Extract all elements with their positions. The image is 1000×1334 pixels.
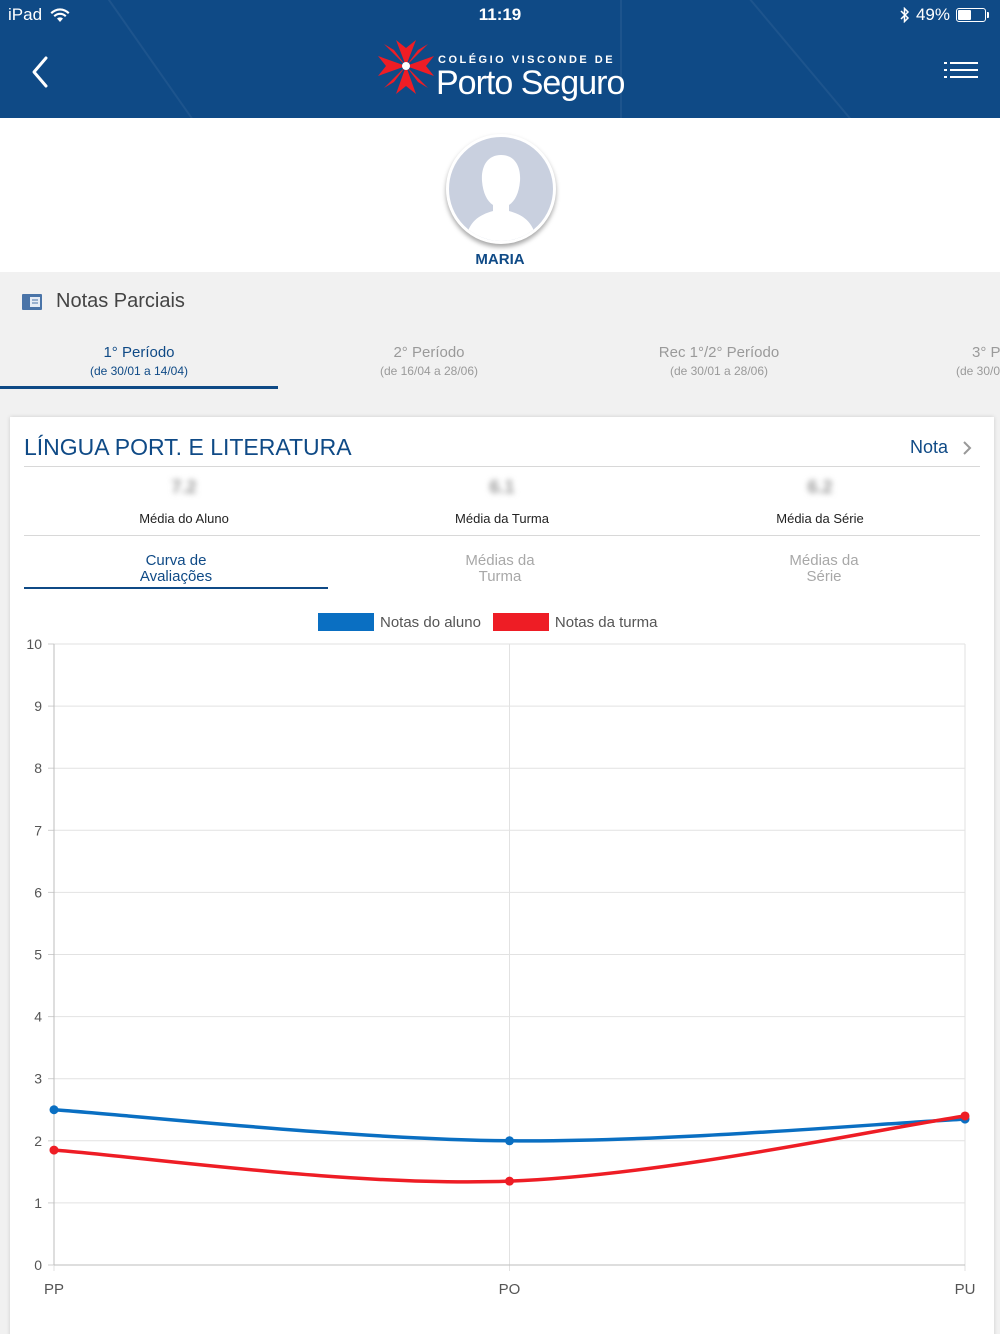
y-tick-label: 2 [34,1133,42,1149]
stat-class-average: 6.1 Média da Turma [342,477,662,526]
list-menu-icon [944,62,978,78]
chevron-left-icon [32,56,48,88]
tab-period-3[interactable]: 3° Período (de 30/07 a 28/09) [944,344,1000,378]
legend-swatch [492,613,549,631]
tab-period-label: Rec 1°/2° Período [658,344,780,361]
y-tick-label: 3 [34,1071,42,1087]
tab-line: Turma [478,568,522,585]
evaluation-chart: 0 1 2 3 4 5 6 7 8 9 10 PP PO PU [26,636,976,1298]
tab-period-dates: (de 16/04 a 28/06) [379,364,479,378]
data-point [49,1145,59,1155]
stat-label: Média da Turma [455,511,549,526]
tab-evaluation-curve[interactable]: Curva de Avaliações [24,551,328,589]
tab-period-1[interactable]: 1° Período (de 30/01 a 14/04) [0,344,278,378]
legend-item-student[interactable]: Notas do aluno [318,613,481,631]
active-tab-indicator [0,386,278,389]
legend-item-class[interactable]: Notas da turma [492,613,658,631]
y-tick-label: 5 [34,947,42,963]
tab-line: Avaliações [139,568,213,585]
battery-fill [958,10,971,20]
tab-period-label: 1° Período [103,344,175,361]
chart-legend: Notas do aluno Notas da turma [318,613,669,631]
nota-link[interactable]: Nota [910,437,972,458]
data-point [49,1105,59,1115]
status-bar: iPad 11:19 49% [0,0,1000,28]
stat-grade-average: 6.2 Média da Série [660,477,980,526]
battery-icon [956,8,989,22]
y-tick-label: 4 [34,1009,42,1025]
tab-line: Médias da [789,552,859,569]
stat-student-average: 7.2 Média do Aluno [24,477,344,526]
menu-button[interactable] [944,60,978,86]
student-name: MARIA [475,251,525,268]
status-time: 11:19 [478,5,522,24]
y-tick-label: 7 [34,822,42,838]
wifi-icon [50,7,70,22]
tab-period-dates: (de 30/01 a 28/06) [669,364,769,378]
tab-class-averages[interactable]: Médias da Turma [348,551,652,589]
y-tick-label: 6 [34,884,42,900]
avatar[interactable] [446,134,556,244]
profile-section: MARIA [0,118,1000,272]
x-tick-label: PU [955,1281,976,1298]
subject-title: LÍNGUA PORT. E LITERATURA [24,434,352,460]
stat-value: 6.1 [489,477,515,497]
y-tick-label: 0 [34,1257,42,1273]
tab-period-label: 3° Período [972,344,1000,361]
stat-label: Média do Aluno [139,511,229,526]
tab-grade-averages[interactable]: Médias da Série [672,551,976,589]
tab-period-dates: (de 30/01 a 14/04) [89,364,189,378]
x-tick-label: PO [499,1281,521,1298]
user-silhouette-icon [465,155,537,241]
tab-period-label: 2° Período [393,344,465,361]
back-button[interactable] [26,54,56,90]
section-header: Notas Parciais [22,290,185,313]
chevron-right-icon [963,440,972,455]
app-header: iPad 11:19 49% [0,0,1000,118]
tab-line: Médias da [465,552,535,569]
nota-label: Nota [909,437,948,457]
tab-period-rec[interactable]: Rec 1°/2° Período (de 30/01 a 28/06) [580,344,858,378]
cross-star-icon [378,40,434,94]
device-label: iPad [8,5,43,24]
y-tick-label: 1 [34,1195,42,1211]
tab-period-2[interactable]: 2° Período (de 16/04 a 28/06) [290,344,568,378]
data-point [960,1111,970,1121]
data-point [505,1136,514,1146]
notebook-icon [22,293,42,310]
stat-label: Média da Série [776,511,864,526]
y-tick-label: 9 [34,698,42,714]
bluetooth-icon [900,7,910,23]
legend-label: Notas da turma [554,613,658,631]
section-title: Notas Parciais [56,290,185,312]
x-tick-label: PP [44,1281,64,1298]
tab-period-dates: (de 30/07 a 28/09) [956,364,1000,378]
logo-title: Porto Seguro [436,64,625,102]
period-tabs: 1° Período (de 30/01 a 14/04) 2° Período… [0,344,1000,390]
school-logo: COLÉGIO VISCONDE DE Porto Seguro [376,36,636,102]
stat-value: 6.2 [807,477,833,497]
logo-subtitle: COLÉGIO VISCONDE DE [438,54,616,66]
stat-value: 7.2 [171,477,197,497]
data-point [505,1176,514,1186]
divider [24,535,980,536]
tab-line: Curva de [145,552,207,569]
legend-swatch [318,613,374,631]
divider [24,466,980,467]
legend-label: Notas do aluno [380,613,481,631]
tab-line: Série [806,568,842,585]
battery-percent: 49% [915,5,950,24]
y-tick-label: 8 [34,760,42,776]
y-tick-label: 10 [26,636,42,652]
